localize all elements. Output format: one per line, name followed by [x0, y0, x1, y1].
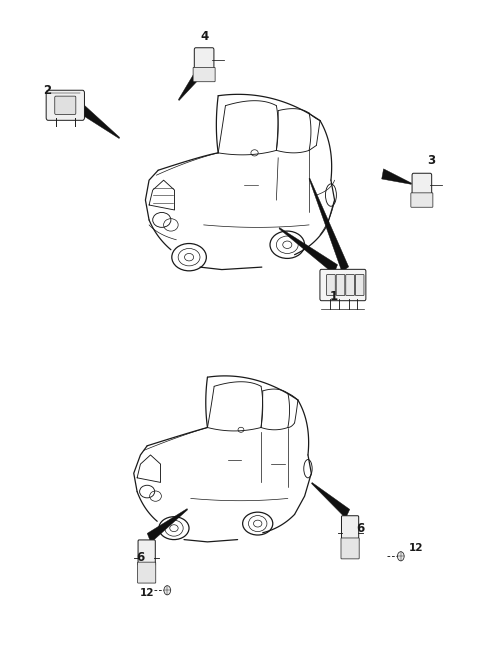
FancyBboxPatch shape — [320, 269, 366, 301]
Polygon shape — [309, 178, 348, 272]
FancyBboxPatch shape — [355, 274, 364, 295]
Text: 1: 1 — [329, 290, 337, 303]
Polygon shape — [279, 227, 337, 274]
Circle shape — [397, 552, 404, 561]
FancyBboxPatch shape — [336, 274, 345, 295]
Text: 4: 4 — [200, 30, 208, 43]
Text: 2: 2 — [44, 84, 52, 98]
FancyBboxPatch shape — [412, 174, 432, 196]
FancyBboxPatch shape — [138, 562, 156, 583]
Text: 12: 12 — [139, 588, 154, 598]
Text: 12: 12 — [409, 544, 423, 553]
FancyBboxPatch shape — [46, 90, 84, 121]
FancyBboxPatch shape — [193, 67, 215, 82]
Text: 6: 6 — [357, 522, 365, 535]
Circle shape — [164, 586, 170, 595]
Polygon shape — [79, 104, 120, 138]
FancyBboxPatch shape — [346, 274, 354, 295]
FancyBboxPatch shape — [341, 538, 359, 559]
Text: 3: 3 — [427, 155, 435, 167]
FancyBboxPatch shape — [326, 274, 335, 295]
Text: 6: 6 — [136, 551, 144, 564]
Polygon shape — [179, 67, 203, 100]
FancyBboxPatch shape — [194, 48, 214, 71]
FancyBboxPatch shape — [138, 540, 156, 565]
FancyBboxPatch shape — [411, 193, 433, 207]
FancyBboxPatch shape — [341, 515, 359, 541]
Polygon shape — [382, 169, 411, 184]
Polygon shape — [147, 509, 188, 542]
Polygon shape — [312, 483, 350, 518]
FancyBboxPatch shape — [55, 96, 76, 115]
